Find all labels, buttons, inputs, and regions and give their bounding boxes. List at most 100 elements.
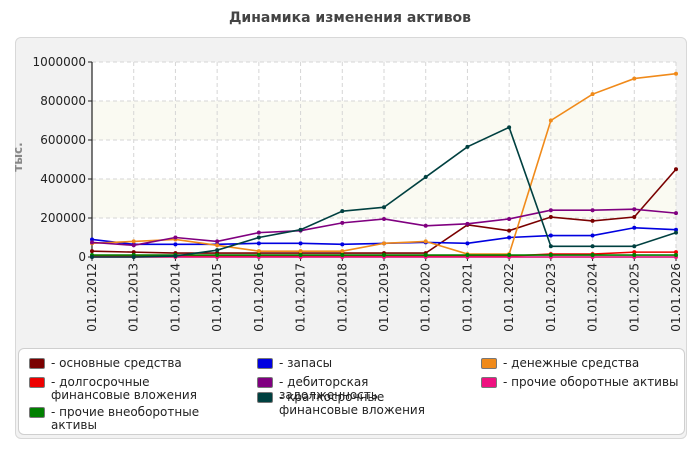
- data-point: [465, 253, 470, 258]
- data-point: [90, 240, 94, 245]
- data-point: [382, 241, 386, 246]
- data-point: [423, 223, 428, 228]
- data-point: [590, 233, 595, 238]
- data-point: [590, 208, 595, 213]
- data-point: [131, 250, 136, 255]
- data-point: [298, 253, 303, 258]
- legend-label: - прочие оборотные активы: [503, 375, 679, 389]
- data-point: [674, 250, 678, 255]
- legend-label: - дебиторская задолженность: [279, 375, 378, 402]
- data-point: [674, 230, 678, 235]
- x-tick-label: 01.01.2020: [419, 263, 433, 332]
- data-point: [298, 241, 303, 246]
- data-point: [507, 235, 512, 240]
- data-point: [548, 233, 553, 238]
- data-point: [632, 225, 637, 230]
- x-tick-label: 01.01.2021: [460, 263, 474, 332]
- data-point: [632, 244, 637, 249]
- y-tick-label: 1000000: [33, 55, 86, 69]
- data-point: [256, 230, 261, 235]
- data-point: [632, 253, 637, 258]
- data-point: [256, 241, 261, 246]
- legend-label: - краткосрочные финансовые вложения: [279, 390, 425, 417]
- data-point: [548, 215, 553, 220]
- legend-swatch: [29, 358, 45, 369]
- data-point: [173, 242, 178, 247]
- data-point: [590, 253, 595, 258]
- legend-swatch: [257, 358, 273, 369]
- data-point: [423, 239, 428, 244]
- data-point: [90, 255, 94, 259]
- data-point: [173, 254, 178, 259]
- data-point: [423, 253, 428, 258]
- x-tick-label: 01.01.2022: [502, 263, 516, 332]
- y-tick-label: 400000: [40, 172, 86, 186]
- data-point: [632, 250, 637, 255]
- y-tick-label: 800000: [40, 94, 86, 108]
- legend-swatch: [257, 377, 273, 388]
- data-point: [632, 76, 637, 81]
- x-tick-label: 01.01.2012: [85, 263, 99, 332]
- data-point: [215, 248, 220, 253]
- x-tick-label: 01.01.2017: [294, 263, 308, 332]
- x-tick-label: 01.01.2013: [127, 263, 141, 332]
- data-point: [507, 253, 512, 258]
- x-tick-label: 01.01.2024: [586, 263, 600, 332]
- series-7: [90, 125, 678, 259]
- data-point: [382, 205, 386, 210]
- data-point: [465, 241, 470, 246]
- data-point: [507, 228, 512, 233]
- legend-swatch: [481, 358, 497, 369]
- data-point: [632, 207, 637, 212]
- series-6: [90, 253, 678, 258]
- data-point: [215, 243, 220, 248]
- data-point: [340, 242, 345, 247]
- data-point: [382, 253, 386, 258]
- x-tick-label: 01.01.2018: [335, 263, 349, 332]
- data-point: [382, 216, 386, 221]
- data-point: [674, 71, 678, 76]
- data-point: [507, 216, 512, 221]
- data-point: [590, 92, 595, 97]
- data-point: [173, 235, 178, 240]
- x-tick-label: 01.01.2019: [377, 263, 391, 332]
- x-tick-label: 01.01.2026: [669, 263, 683, 332]
- data-point: [215, 239, 220, 244]
- x-tick-label: 01.01.2015: [210, 263, 224, 332]
- data-point: [674, 211, 678, 216]
- legend-label: - денежные средства: [503, 356, 640, 370]
- data-point: [340, 209, 345, 214]
- data-point: [548, 208, 553, 213]
- data-point: [674, 167, 678, 172]
- data-point: [298, 249, 303, 254]
- data-point: [423, 175, 428, 180]
- data-point: [131, 255, 136, 259]
- chart-title: Динамика изменения активов: [228, 10, 472, 26]
- data-point: [507, 125, 512, 130]
- x-tick-label: 01.01.2025: [627, 263, 641, 332]
- data-point: [465, 144, 470, 149]
- data-point: [298, 227, 303, 232]
- legend-swatch: [257, 392, 273, 403]
- data-point: [256, 235, 261, 240]
- data-point: [632, 215, 637, 220]
- legend-label: - прочие внеоборотные активы: [51, 405, 200, 432]
- data-point: [90, 237, 94, 242]
- data-point: [90, 249, 94, 254]
- legend-label: - запасы: [279, 356, 333, 370]
- y-tick-label: 200000: [40, 211, 86, 225]
- data-point: [674, 227, 678, 232]
- y-tick-label: 600000: [40, 133, 86, 147]
- x-tick-label: 01.01.2023: [544, 263, 558, 332]
- y-axis-label: тыс.: [11, 142, 25, 171]
- data-point: [340, 253, 345, 258]
- data-point: [256, 249, 261, 254]
- data-point: [548, 244, 553, 249]
- x-tick-label: 01.01.2016: [252, 263, 266, 332]
- legend-swatch: [481, 377, 497, 388]
- y-tick-label: 0: [78, 250, 86, 264]
- data-point: [548, 118, 553, 123]
- data-point: [548, 253, 553, 258]
- data-point: [340, 220, 345, 225]
